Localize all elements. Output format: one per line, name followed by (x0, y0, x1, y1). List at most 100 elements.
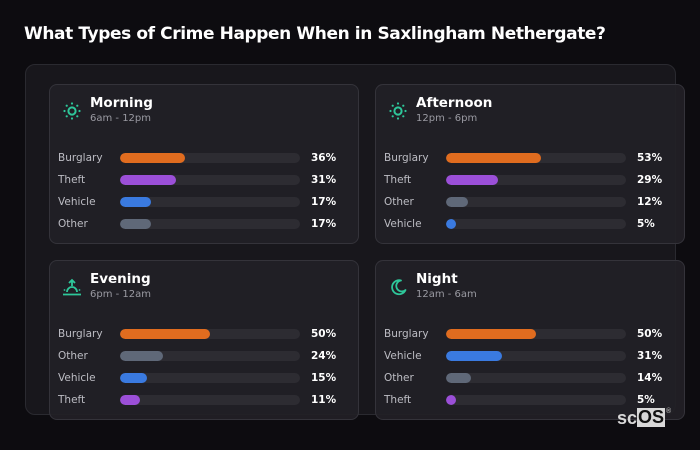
card-time-range: 6am - 12pm (90, 113, 152, 124)
bar-row-vehicle: Vehicle 31% (384, 345, 674, 367)
bar-row-other: Other 24% (58, 345, 348, 367)
bar-fill (446, 395, 456, 405)
bar-row-other: Other 12% (384, 191, 674, 213)
bar-value: 12% (637, 196, 663, 208)
bar-list: Burglary 50% Other 24% Vehicle 15% Theft… (58, 323, 348, 411)
bar-fill (120, 197, 151, 207)
card-header: Evening 6pm - 12am (62, 271, 151, 301)
bar-row-other: Other 17% (58, 213, 348, 235)
logo-registered: ® (666, 408, 672, 415)
bar-value: 36% (311, 152, 337, 164)
bar-fill (446, 373, 472, 383)
bar-label: Other (58, 218, 88, 230)
bar-row-theft: Theft 11% (58, 389, 348, 411)
bar-fill (446, 351, 502, 361)
bar-row-burglary: Burglary 53% (384, 147, 674, 169)
bar-track (120, 175, 300, 185)
bar-value: 50% (311, 328, 337, 340)
bar-label: Other (58, 350, 88, 362)
bar-track (120, 219, 300, 229)
bar-fill (446, 197, 468, 207)
bar-value: 17% (311, 196, 337, 208)
bar-value: 31% (637, 350, 663, 362)
bar-track (120, 197, 300, 207)
bar-value: 31% (311, 174, 337, 186)
bar-row-vehicle: Vehicle 17% (58, 191, 348, 213)
bar-label: Vehicle (384, 350, 422, 362)
logo-os: OS (637, 407, 666, 427)
card-header: Night 12am - 6am (388, 271, 477, 301)
bar-row-other: Other 14% (384, 367, 674, 389)
bar-value: 14% (637, 372, 663, 384)
bar-track (446, 175, 626, 185)
card-time-range: 12pm - 6pm (416, 113, 478, 124)
logo-sc: sc (617, 408, 638, 428)
bar-label: Burglary (58, 328, 103, 340)
bar-fill (446, 219, 456, 229)
card-evening: Evening 6pm - 12am Burglary 50% Other 24… (49, 260, 359, 420)
bar-row-theft: Theft 29% (384, 169, 674, 191)
bar-row-vehicle: Vehicle 15% (58, 367, 348, 389)
bar-fill (120, 329, 210, 339)
bar-label: Theft (384, 174, 412, 186)
bar-fill (120, 351, 164, 361)
bar-value: 5% (637, 394, 655, 406)
bar-fill (120, 219, 151, 229)
bar-value: 17% (311, 218, 337, 230)
bar-row-burglary: Burglary 50% (384, 323, 674, 345)
bar-track (120, 153, 300, 163)
bar-fill (446, 153, 542, 163)
bar-row-vehicle: Vehicle 5% (384, 213, 674, 235)
card-afternoon: Afternoon 12pm - 6pm Burglary 53% Theft … (375, 84, 685, 244)
bar-row-theft: Theft 31% (58, 169, 348, 191)
bar-label: Burglary (384, 328, 429, 340)
card-morning: Morning 6am - 12pm Burglary 36% Theft 31… (49, 84, 359, 244)
card-time-range: 12am - 6am (416, 289, 477, 300)
bar-value: 50% (637, 328, 663, 340)
bar-track (120, 329, 300, 339)
bar-value: 24% (311, 350, 337, 362)
bar-list: Burglary 36% Theft 31% Vehicle 17% Other… (58, 147, 348, 235)
bar-label: Other (384, 196, 414, 208)
card-header: Morning 6am - 12pm (62, 95, 153, 125)
bar-track (446, 153, 626, 163)
bar-label: Vehicle (58, 372, 96, 384)
bar-row-burglary: Burglary 36% (58, 147, 348, 169)
bar-label: Vehicle (58, 196, 96, 208)
bar-fill (120, 153, 185, 163)
bar-track (446, 395, 626, 405)
bar-value: 53% (637, 152, 663, 164)
bar-row-theft: Theft 5% (384, 389, 674, 411)
sunset-icon (62, 277, 82, 297)
card-title: Night (416, 271, 458, 287)
card-time-range: 6pm - 12am (90, 289, 152, 300)
card-title: Morning (90, 95, 153, 111)
bar-list: Burglary 53% Theft 29% Other 12% Vehicle… (384, 147, 674, 235)
card-title: Evening (90, 271, 151, 287)
page-title: What Types of Crime Happen When in Saxli… (24, 24, 606, 44)
bar-track (120, 351, 300, 361)
bar-label: Theft (384, 394, 412, 406)
bar-track (446, 351, 626, 361)
sun-icon (62, 101, 82, 121)
card-night: Night 12am - 6am Burglary 50% Vehicle 31… (375, 260, 685, 420)
bar-label: Burglary (58, 152, 103, 164)
card-title: Afternoon (416, 95, 493, 111)
bar-row-burglary: Burglary 50% (58, 323, 348, 345)
bar-track (446, 219, 626, 229)
bar-fill (120, 395, 140, 405)
scos-logo: sc OS ® (617, 408, 671, 429)
bar-fill (446, 329, 536, 339)
bar-track (446, 373, 626, 383)
bar-fill (120, 373, 147, 383)
bar-track (120, 395, 300, 405)
bar-track (446, 329, 626, 339)
bar-track (446, 197, 626, 207)
bar-list: Burglary 50% Vehicle 31% Other 14% Theft… (384, 323, 674, 411)
bar-track (120, 373, 300, 383)
bar-label: Other (384, 372, 414, 384)
bar-fill (446, 175, 499, 185)
moon-icon (388, 277, 408, 297)
card-header: Afternoon 12pm - 6pm (388, 95, 492, 125)
bar-label: Theft (58, 394, 86, 406)
